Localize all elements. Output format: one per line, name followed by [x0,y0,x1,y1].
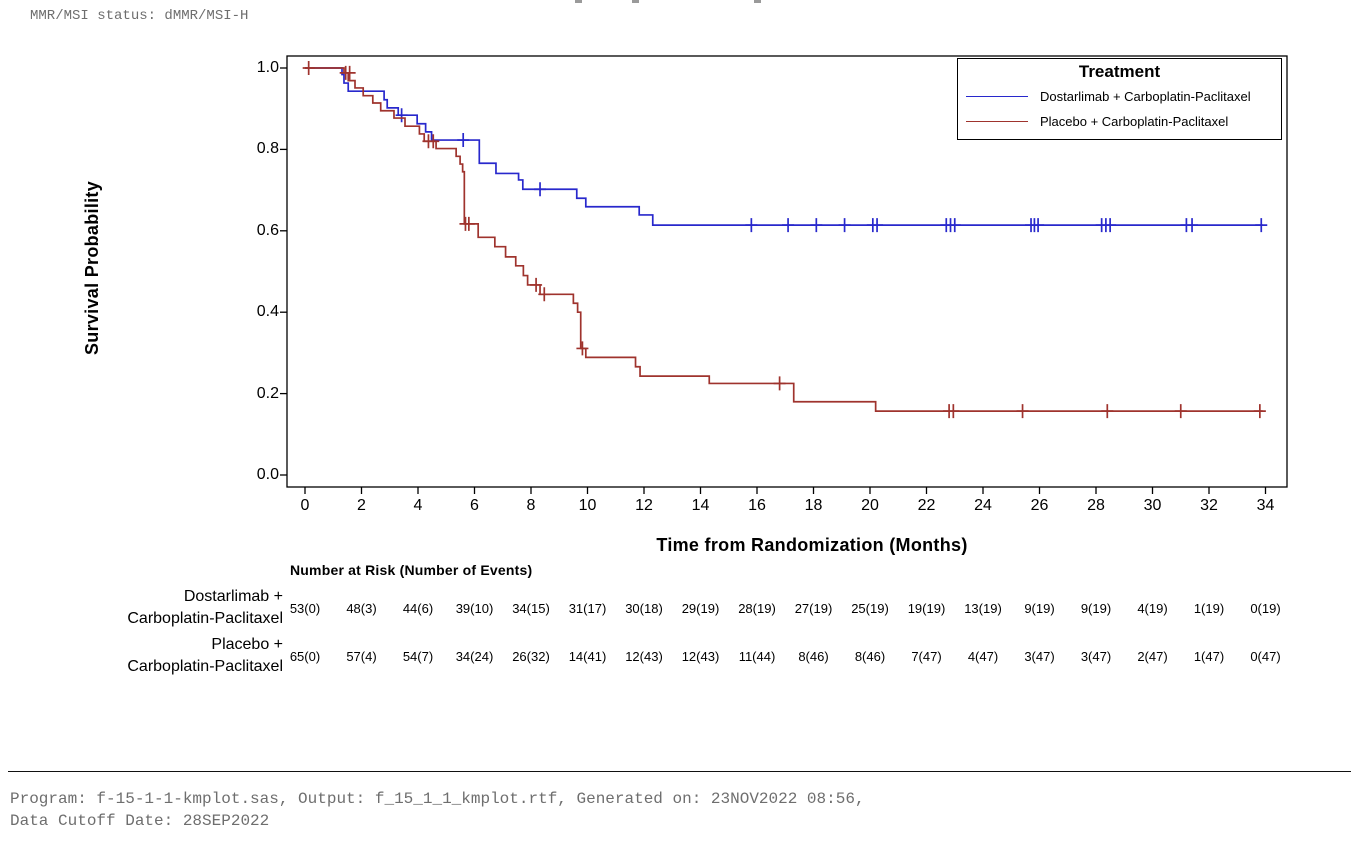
censor-marks-placebo [302,61,1266,419]
legend-box: Treatment Dostarlimab + Carboplatin-Pacl… [957,58,1282,140]
at-risk-value: 29(19) [681,601,720,616]
legend-item-label: Placebo + Carboplatin-Paclitaxel [1040,113,1229,129]
x-tick-label: 22 [917,497,936,514]
at-risk-value: 53(0) [289,601,321,616]
clipped-title-artifact [632,0,639,3]
at-risk-value: 48(3) [346,601,377,616]
mmr-status-note: MMR/MSI status: dMMR/MSI-H [30,8,249,24]
x-tick-label: 10 [578,497,597,514]
x-tick-label: 4 [413,497,423,514]
at-risk-header: Number at Risk (Number of Events) [290,562,533,578]
km-curve-placebo [305,67,1263,412]
x-tick-label: 24 [974,497,992,514]
at-risk-value: 1(47) [1193,649,1225,664]
at-risk-group-label-line: Placebo + [211,636,283,653]
legend-item: Placebo + Carboplatin-Paclitaxel [966,111,1278,131]
at-risk-value: 8(46) [798,649,829,664]
x-tick-label: 12 [635,497,653,514]
at-risk-value: 34(15) [512,601,550,616]
x-tick-label: 18 [804,497,823,514]
at-risk-value: 65(0) [289,649,321,664]
at-risk-value: 25(19) [851,601,889,616]
at-risk-value: 2(47) [1137,649,1168,664]
at-risk-value: 4(19) [1137,601,1168,616]
clipped-title-artifact [754,0,761,3]
at-risk-group-label: Placebo + Carboplatin-Paclitaxel [0,634,283,678]
at-risk-value: 54(7) [402,649,434,664]
at-risk-value: 7(47) [911,649,942,664]
x-tick-label: 28 [1087,497,1105,514]
at-risk-value: 44(6) [402,601,434,616]
at-risk-value: 8(46) [854,649,886,664]
x-tick-label: 34 [1256,497,1275,514]
y-axis-title: Survival Probability [82,180,102,356]
at-risk-group-label-line: Carboplatin-Paclitaxel [127,658,283,675]
x-tick-label: 32 [1200,497,1218,514]
at-risk-value: 26(32) [512,649,550,664]
x-tick-label: 30 [1143,497,1162,514]
at-risk-value: 13(19) [964,601,1002,616]
x-tick-label: 16 [748,497,766,514]
legend-line-sample [966,95,1028,97]
clipped-title-artifact [575,0,582,3]
at-risk-value: 30(18) [625,601,663,616]
at-risk-value: 0(47) [1250,649,1281,664]
x-tick-label: 6 [470,497,479,514]
km-curve-dostarlimab [305,67,1263,226]
legend-item: Dostarlimab + Carboplatin-Paclitaxel [966,86,1278,106]
at-risk-value: 14(41) [568,649,607,664]
at-risk-value: 34(24) [455,649,494,664]
y-tick-label: 0.6 [256,221,279,239]
at-risk-value: 0(19) [1250,601,1281,616]
x-axis-title: Time from Randomization (Months) [656,535,968,555]
x-tick-label: 8 [526,497,536,514]
legend-line-sample [966,120,1028,122]
y-tick-label: 0.4 [256,303,279,321]
plot-frame [286,55,1288,488]
y-tick-label: 0.2 [256,384,279,402]
at-risk-value: 3(47) [1024,649,1055,664]
at-risk-value: 11(44) [738,649,776,664]
footer-program-note: Program: f-15-1-1-kmplot.sas, Output: f_… [10,790,865,808]
at-risk-value: 12(43) [681,649,720,664]
footer-divider [8,771,1351,772]
at-risk-value: 39(10) [455,601,494,616]
legend-title: Treatment [1078,62,1161,81]
at-risk-value: 57(4) [346,649,377,664]
at-risk-value: 4(47) [967,649,999,664]
y-tick-label: 0.8 [256,140,279,158]
x-tick-label: 20 [861,497,879,514]
at-risk-value: 31(17) [568,601,607,616]
at-risk-value: 3(47) [1080,649,1112,664]
at-risk-value: 12(43) [625,649,663,664]
at-risk-value: 27(19) [794,601,833,616]
at-risk-value: 28(19) [738,601,776,616]
footer-cutoff-note: Data Cutoff Date: 28SEP2022 [10,812,270,830]
at-risk-group-label-line: Dostarlimab + [183,588,283,605]
x-tick-label: 14 [691,497,710,514]
at-risk-group-label-line: Carboplatin-Paclitaxel [127,610,283,627]
y-tick-label: 0.0 [256,466,279,483]
censor-marks-dostarlimab [395,108,1268,233]
at-risk-value: 1(19) [1193,601,1225,616]
x-tick-label: 26 [1030,497,1049,514]
at-risk-group-label: Dostarlimab + Carboplatin-Paclitaxel [0,586,283,630]
x-tick-label: 2 [357,497,366,514]
x-tick-label: 0 [300,497,310,514]
at-risk-value: 19(19) [907,601,946,616]
at-risk-value: 9(19) [1024,601,1055,616]
at-risk-value: 9(19) [1080,601,1112,616]
legend-item-label: Dostarlimab + Carboplatin-Paclitaxel [1040,88,1251,104]
y-tick-label: 1.0 [256,59,279,76]
